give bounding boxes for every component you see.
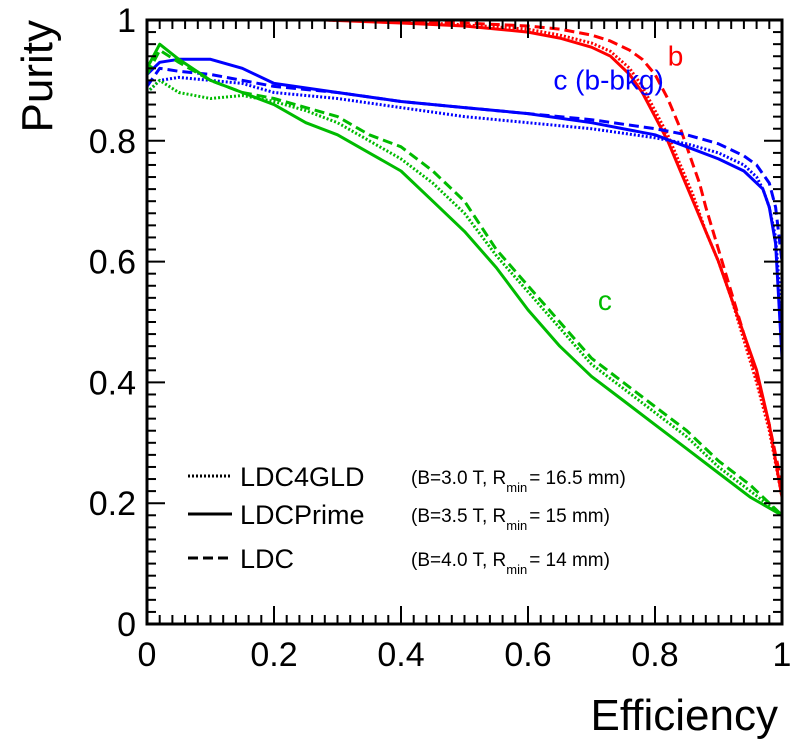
legend-params: (B=3.5 T, Rmin = 15 mm) (411, 506, 610, 533)
series-line-c-solid (145, 42, 783, 517)
y-tick-label: 0 (117, 606, 136, 644)
legend: LDC4GLD (B=3.0 T, Rmin = 16.5 mm) LDCPrime (… (188, 462, 626, 577)
x-tick-label: 0.2 (250, 636, 297, 674)
legend-label: LDC (240, 544, 294, 574)
x-tick-label: 0 (138, 636, 157, 674)
x-tick-label: 0.6 (504, 636, 551, 674)
series-line-c-dotted (145, 78, 783, 517)
x-tick-label: 0.8 (631, 636, 678, 674)
legend-label: LDC4GLD (240, 462, 365, 492)
curve-label-c: c (598, 285, 612, 316)
x-tick-label: 0.4 (377, 636, 424, 674)
legend-params: (B=4.0 T, Rmin = 14 mm) (411, 550, 610, 577)
ticks-layer: 0 0.2 0.4 0.6 0.8 1 0 0.2 0.4 0.6 0.8 1 (89, 2, 792, 674)
y-axis-title: Purity (13, 20, 62, 132)
y-tick-label: 1 (117, 2, 136, 40)
x-axis-title: Efficiency (591, 691, 779, 740)
plot-frame (145, 18, 784, 626)
series-line-c_bbkg-solid (145, 57, 784, 359)
y-tick-label: 0.6 (89, 244, 136, 282)
series-layer (145, 18, 784, 517)
series-line-c_bbkg-dotted (145, 75, 784, 323)
series-line-b-dashed (324, 18, 784, 486)
series-line-c-dashed (145, 48, 784, 517)
y-tick-label: 0.4 (89, 364, 136, 402)
curve-label-b: b (668, 40, 684, 71)
legend-params: (B=3.0 T, Rmin = 16.5 mm) (411, 468, 626, 495)
y-tick-label: 0.8 (89, 123, 136, 161)
curve-labels: bc (b-bkg) c (553, 40, 683, 316)
y-tick-label: 0.2 (89, 485, 136, 523)
legend-label: LDCPrime (240, 500, 365, 530)
series-line-c_bbkg-dashed (145, 66, 784, 262)
x-tick-label: 1 (773, 636, 792, 674)
curve-label-c_bbkg: c (b-bkg) (553, 64, 663, 95)
series-line-b-dotted (324, 18, 784, 498)
